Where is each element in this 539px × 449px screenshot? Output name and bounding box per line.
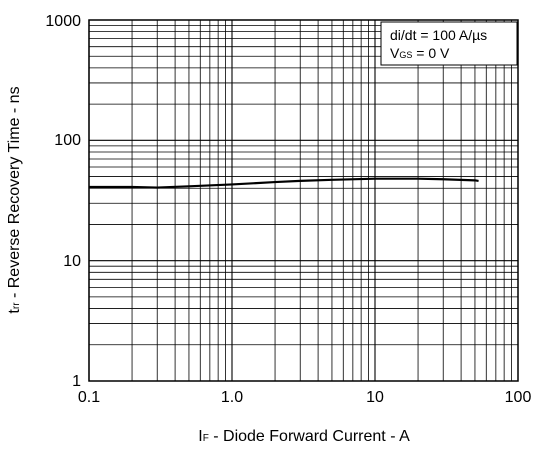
y-tick-label: 10 (63, 253, 81, 270)
x-tick-label: 100 (505, 389, 532, 406)
legend-line-2-rest: = 0 V (412, 45, 450, 61)
x-tick-label: 1.0 (221, 389, 243, 406)
legend-line-2: VGS = 0 V (390, 45, 450, 61)
x-axis-title: IF - Diode Forward Current - A (198, 428, 410, 445)
x-axis-title-sub: F (203, 433, 209, 444)
y-tick-label: 1 (72, 373, 81, 390)
x-tick-labels: 0.1 1.0 10 100 (78, 389, 532, 406)
grid-lines (88, 20, 518, 382)
legend-line-1: di/dt = 100 A/µs (390, 27, 487, 43)
y-tick-label: 100 (54, 132, 81, 149)
y-axis-title-main: t (6, 309, 23, 314)
plot-frame (88, 19, 519, 382)
series-line (89, 177, 479, 189)
y-tick-label: 1000 (45, 13, 81, 30)
y-axis-title-sub: rr (11, 302, 22, 309)
legend-line-2-main: V (390, 45, 400, 61)
legend: di/dt = 100 A/µs VGS = 0 V (380, 21, 518, 66)
x-tick-label: 10 (366, 389, 384, 406)
x-tick-label: 0.1 (78, 389, 100, 406)
series-layer (89, 177, 479, 189)
y-tick-labels: 1 10 100 1000 (45, 13, 81, 390)
x-axis-title-rest: - Diode Forward Current - A (209, 428, 410, 445)
legend-box (380, 21, 518, 66)
x-axis-title-main: I (198, 428, 202, 445)
legend-line-2-sub: GS (399, 50, 412, 60)
y-axis-title-rest: - Reverse Recovery Time - ns (6, 86, 23, 302)
y-axis-title: trr - Reverse Recovery Time - ns (6, 86, 23, 313)
